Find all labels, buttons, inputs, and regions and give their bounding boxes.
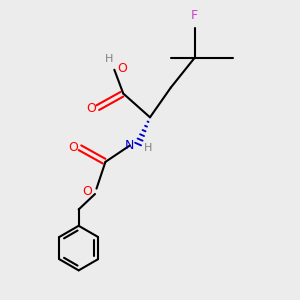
Text: H: H: [143, 142, 152, 153]
Text: O: O: [68, 140, 78, 154]
Text: O: O: [82, 184, 92, 197]
Text: H: H: [104, 54, 113, 64]
Text: N: N: [125, 139, 134, 152]
Text: O: O: [117, 62, 127, 75]
Text: F: F: [191, 9, 198, 22]
Text: O: O: [86, 102, 96, 115]
